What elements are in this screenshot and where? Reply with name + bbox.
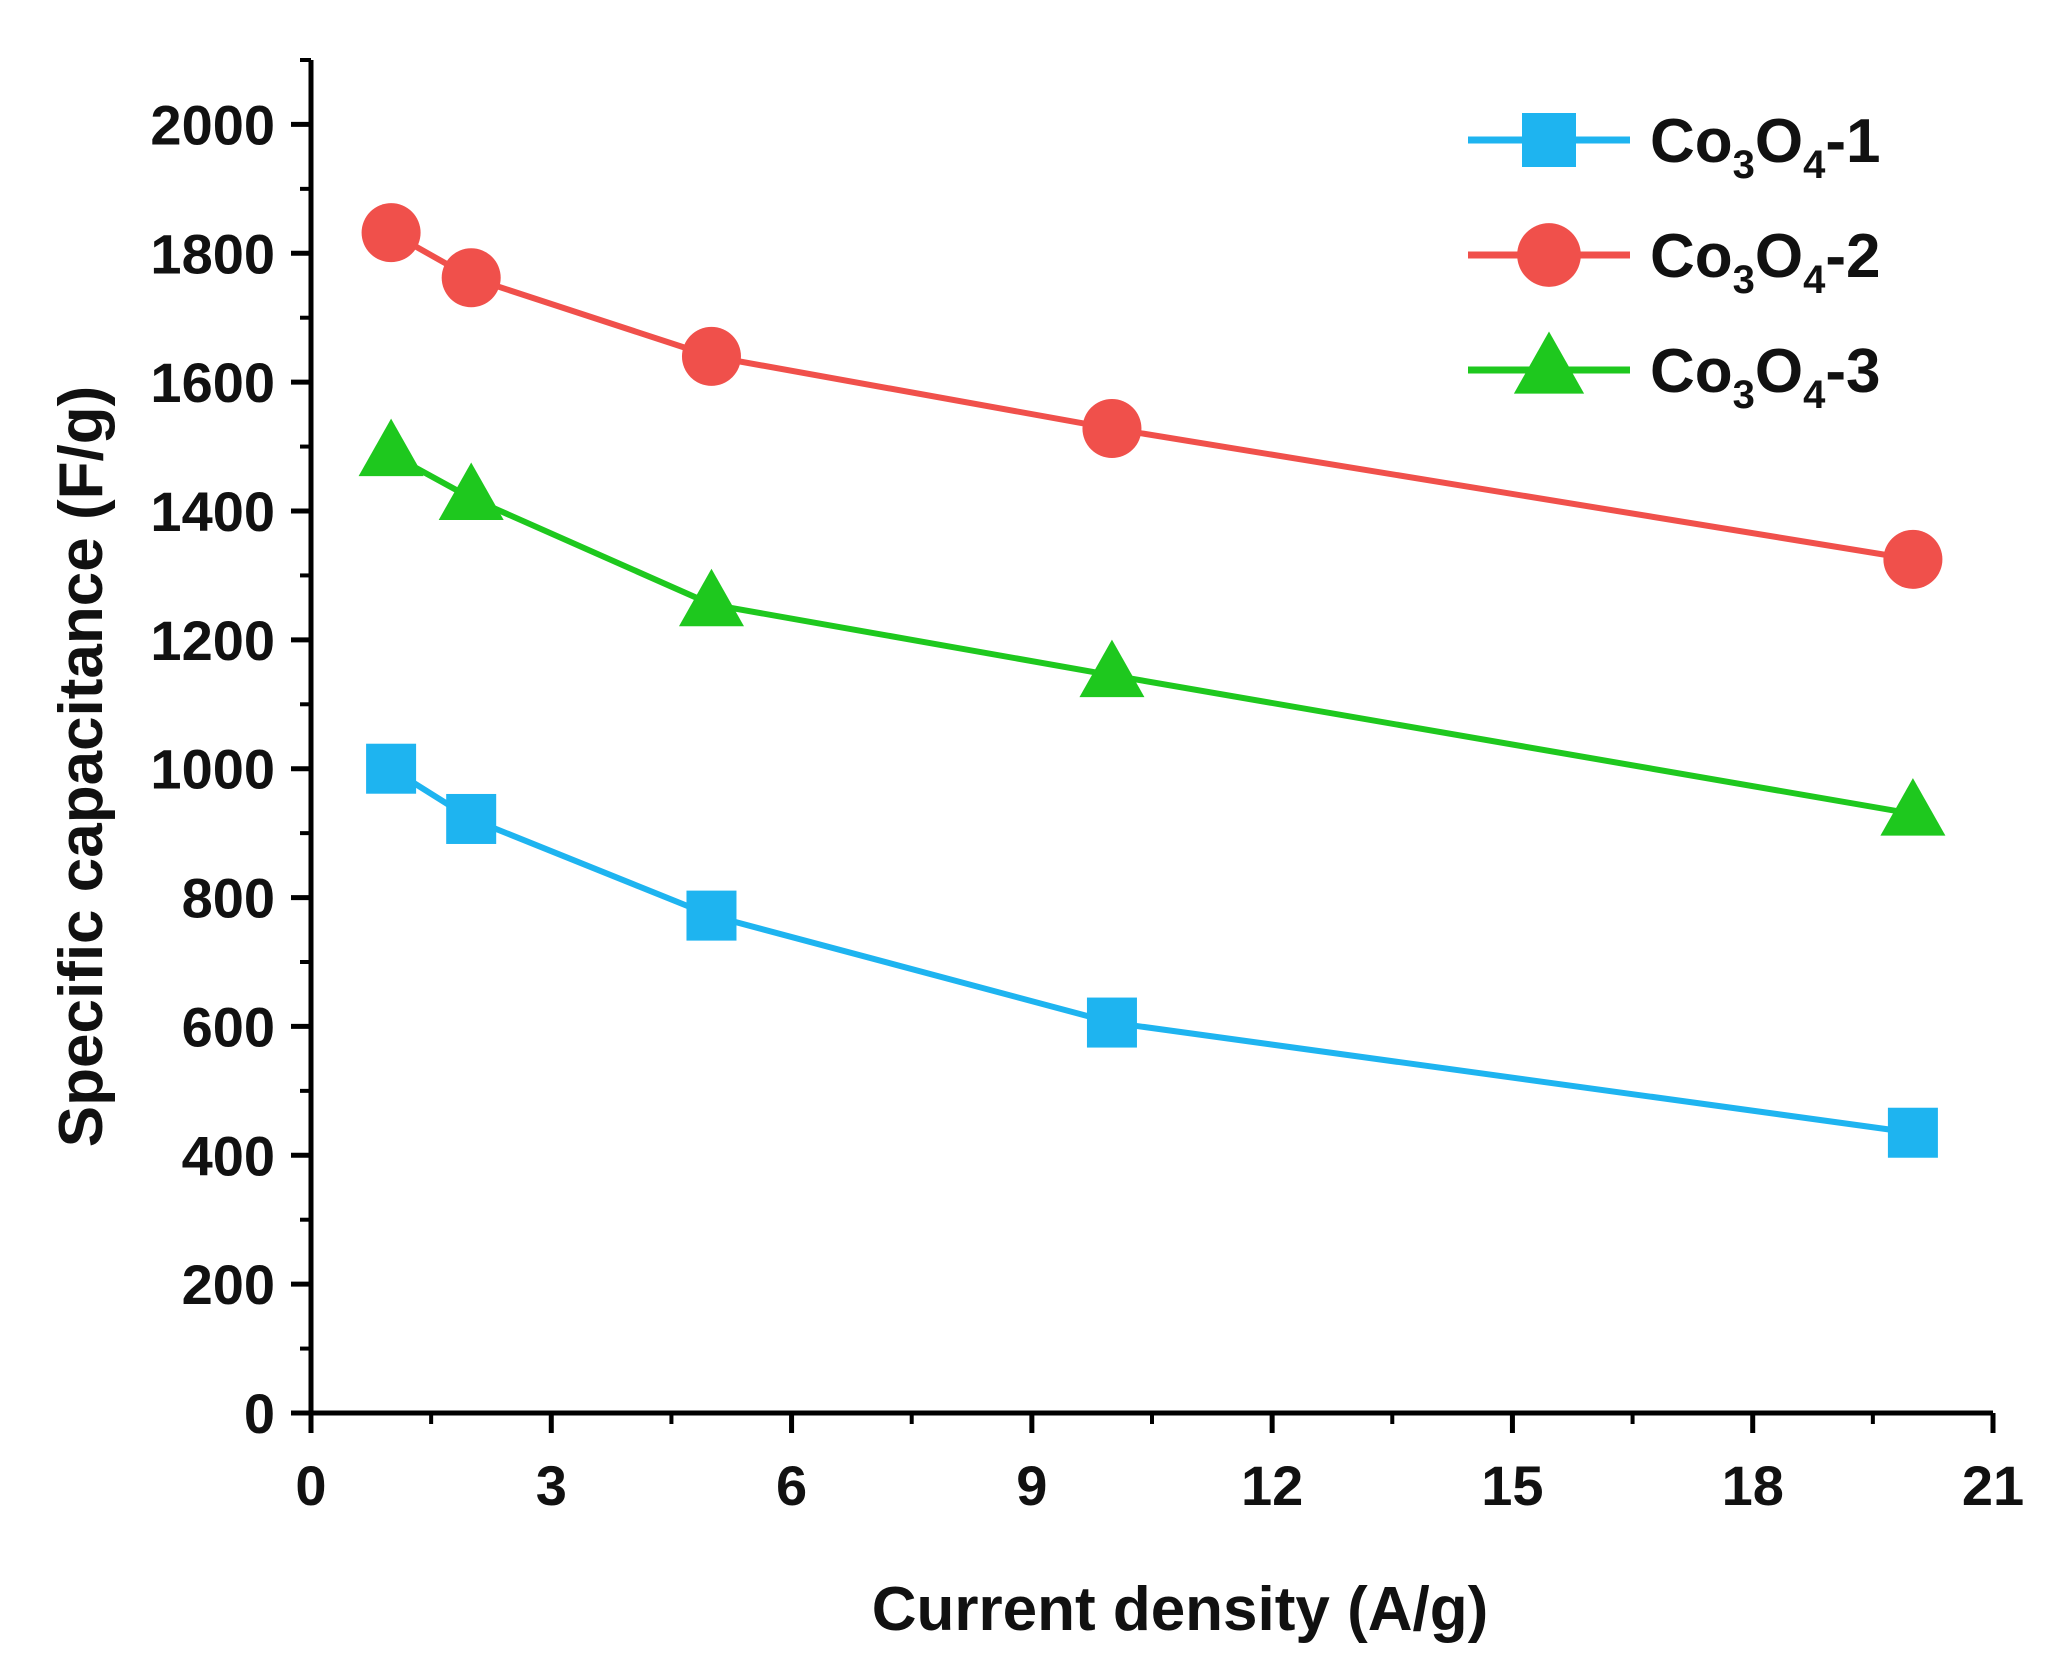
x-tick-label: 21 — [1962, 1454, 2024, 1517]
x-tick-label: 15 — [1481, 1454, 1543, 1517]
y-axis-title: Specific capacitance (F/g) — [47, 386, 116, 1147]
legend-marker — [1513, 331, 1585, 394]
data-point — [446, 793, 497, 844]
legend-entry-3: Co3O4-3 — [1468, 331, 1881, 417]
data-point — [438, 462, 504, 520]
data-point — [1880, 778, 1946, 836]
data-point — [1086, 997, 1137, 1048]
y-tick-label: 1800 — [150, 222, 275, 285]
x-axis-title: Current density (A/g) — [872, 1575, 1489, 1644]
y-tick-label: 1600 — [150, 351, 275, 414]
y-tick-label: 600 — [182, 995, 275, 1058]
y-tick-label: 1000 — [150, 738, 275, 801]
legend-marker — [1517, 223, 1581, 287]
axes: 0 3 6 9 12 15 18 21 0 200 400 600 800 1000 1200 1400 160… — [47, 58, 2024, 1644]
data-point — [678, 568, 744, 627]
y-tick-label: 800 — [182, 867, 275, 930]
y-tick-label: 1400 — [150, 480, 275, 543]
y-tick-label: 2000 — [150, 93, 275, 156]
plot-area — [358, 203, 1946, 1158]
series-line — [389, 766, 1914, 1136]
legend-label: Co3O4-1 — [1650, 107, 1881, 187]
data-point — [441, 248, 501, 308]
legend: Co3O4-1 Co3O4-2 Co3O4-3 — [1468, 107, 1881, 417]
x-tick-label: 18 — [1722, 1454, 1784, 1517]
x-tick-label: 6 — [776, 1454, 807, 1517]
series-2 — [361, 203, 1943, 589]
data-point — [1079, 639, 1145, 698]
series-line — [389, 451, 1914, 817]
x-tick-label: 12 — [1241, 1454, 1303, 1517]
series-3 — [358, 418, 1946, 836]
y-tick-label: 400 — [182, 1124, 275, 1187]
data-point — [358, 418, 424, 477]
legend-label: Co3O4-2 — [1650, 222, 1881, 302]
x-tick-label: 9 — [1016, 1454, 1047, 1517]
data-point — [686, 890, 737, 941]
data-point — [366, 743, 417, 794]
data-point — [681, 326, 741, 386]
legend-entry-1: Co3O4-1 — [1468, 107, 1881, 187]
y-tick-label: 1200 — [150, 609, 275, 672]
x-tick-label: 3 — [536, 1454, 567, 1517]
y-tick-label: 200 — [182, 1253, 275, 1316]
x-tick-label: 0 — [295, 1454, 326, 1517]
data-point — [1883, 529, 1943, 589]
legend-entry-2: Co3O4-2 — [1468, 222, 1881, 302]
data-point — [1887, 1107, 1938, 1158]
legend-marker — [1522, 113, 1576, 167]
legend-label: Co3O4-3 — [1650, 337, 1881, 417]
y-tick-label: 0 — [244, 1382, 275, 1445]
series-1 — [366, 743, 1938, 1158]
data-point — [361, 203, 421, 263]
data-point — [1082, 399, 1142, 459]
